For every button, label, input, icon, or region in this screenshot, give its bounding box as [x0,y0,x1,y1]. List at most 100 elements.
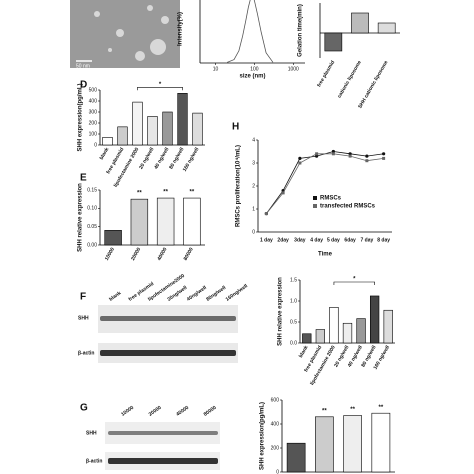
y-axis-label: RMSCs proliferation(10⁴/mL) [236,145,242,227]
x-axis-label: Time [318,252,333,258]
legend-label: RMSCs [320,196,342,202]
x-tick-label: 7 day [360,237,373,243]
lane-label: 10000 [120,405,135,418]
bar [147,116,158,146]
panel-letter: H [232,122,239,133]
point [331,149,335,154]
panel-letter: F [80,292,86,303]
particles [94,5,169,61]
y-tick-label: 0 [252,229,255,235]
bar [315,329,325,344]
point [348,154,352,158]
point [365,154,369,158]
legend-swatch [313,196,317,200]
point [264,212,268,216]
x-tick-label: 10000 [104,246,116,261]
y-tick-label: 0.5 [290,319,297,325]
lane-label: 40ng/well [186,285,208,303]
bar [302,333,312,344]
x-tick-label: 80000 [183,246,195,261]
y-tick-label: 0 [94,142,97,148]
y-tick-label: 0.15 [87,187,97,193]
size-curve [227,0,274,63]
bar [329,306,339,344]
bar [286,442,306,473]
significance: * [159,82,162,88]
y-tick-label: 200 [271,445,280,451]
y-tick-label: 3 [252,160,255,166]
bar [383,309,393,344]
y-tick-label: 400 [271,421,280,427]
x-tick-label: 3day [294,237,306,243]
y-tick-label: 300 [89,109,98,115]
tem-image [70,0,180,68]
x-axis-label: size (nm) [239,74,265,80]
bar [343,415,362,473]
bar [351,12,369,34]
row-label: SHH [86,430,97,436]
significance: ** [137,191,142,197]
y-tick-label: 400 [89,98,98,104]
x-tick-label: 10 [213,66,219,72]
x-tick-label: 40000 [156,246,168,261]
significance-bracket [333,281,375,285]
y-tick-label: 200 [89,120,98,126]
row-label: β-actin [86,458,102,464]
y-tick-label: 1.5 [290,277,297,283]
y-axis-label: SHH expression(pg/mL) [78,83,84,151]
y-axis-label: SHH relative expression [78,183,84,252]
panel-letter: E [80,173,87,184]
lane-label: 80000 [203,405,218,418]
significance: ** [163,190,168,196]
bar [132,101,143,146]
lane-label: blank [108,290,122,303]
y-tick-label: 600 [271,397,280,403]
bar [104,230,122,246]
bar [162,111,173,146]
row-label: SHH [78,315,89,321]
point [331,152,335,156]
lane-label: 80ng/well [205,285,227,303]
bar [342,322,353,344]
x-tick-label: 4 day [310,237,323,243]
bar [356,318,366,344]
lane-label: 160ng/well [225,283,250,303]
panel-letter: G [80,403,88,414]
point [348,152,352,156]
x-tick-label: SHH cationic liposome [357,59,389,109]
x-tick-label: 6day [344,237,356,243]
x-tick-label: blank [99,146,111,160]
point [298,156,302,160]
y-tick-label: 4 [252,137,255,143]
bar [369,295,380,344]
bar [117,126,128,146]
y-axis-label: SHH expression(pg/mL) [260,402,266,470]
significance: ** [322,408,327,414]
lane-label: 40000 [175,405,190,418]
bands [108,431,218,464]
x-tick-label: 8 day [377,237,390,243]
y-axis-label: Gelation time(min) [298,4,304,57]
scale-label: 50 nm [76,63,90,69]
y-tick-label: 1 [252,206,255,212]
significance: ** [379,405,384,411]
point [382,156,386,160]
bar [377,22,396,34]
row-label: β-actin [78,350,94,356]
x-tick-label: 1000 [288,66,299,72]
bar [183,197,201,246]
y-tick-label: 100 [89,131,98,137]
x-tick-label: 1 day [260,237,273,243]
point [315,152,319,156]
significance-bracket [137,87,183,91]
y-tick-label: 2 [252,183,255,189]
bar [371,412,391,473]
significance: ** [350,407,355,413]
x-tick-label: 5 day [327,237,340,243]
bar [102,137,113,146]
y-tick-label: 0 [276,469,279,474]
y-tick-label: 0.00 [87,242,97,248]
bar [315,416,334,473]
y-tick-label: 0.10 [87,206,97,212]
